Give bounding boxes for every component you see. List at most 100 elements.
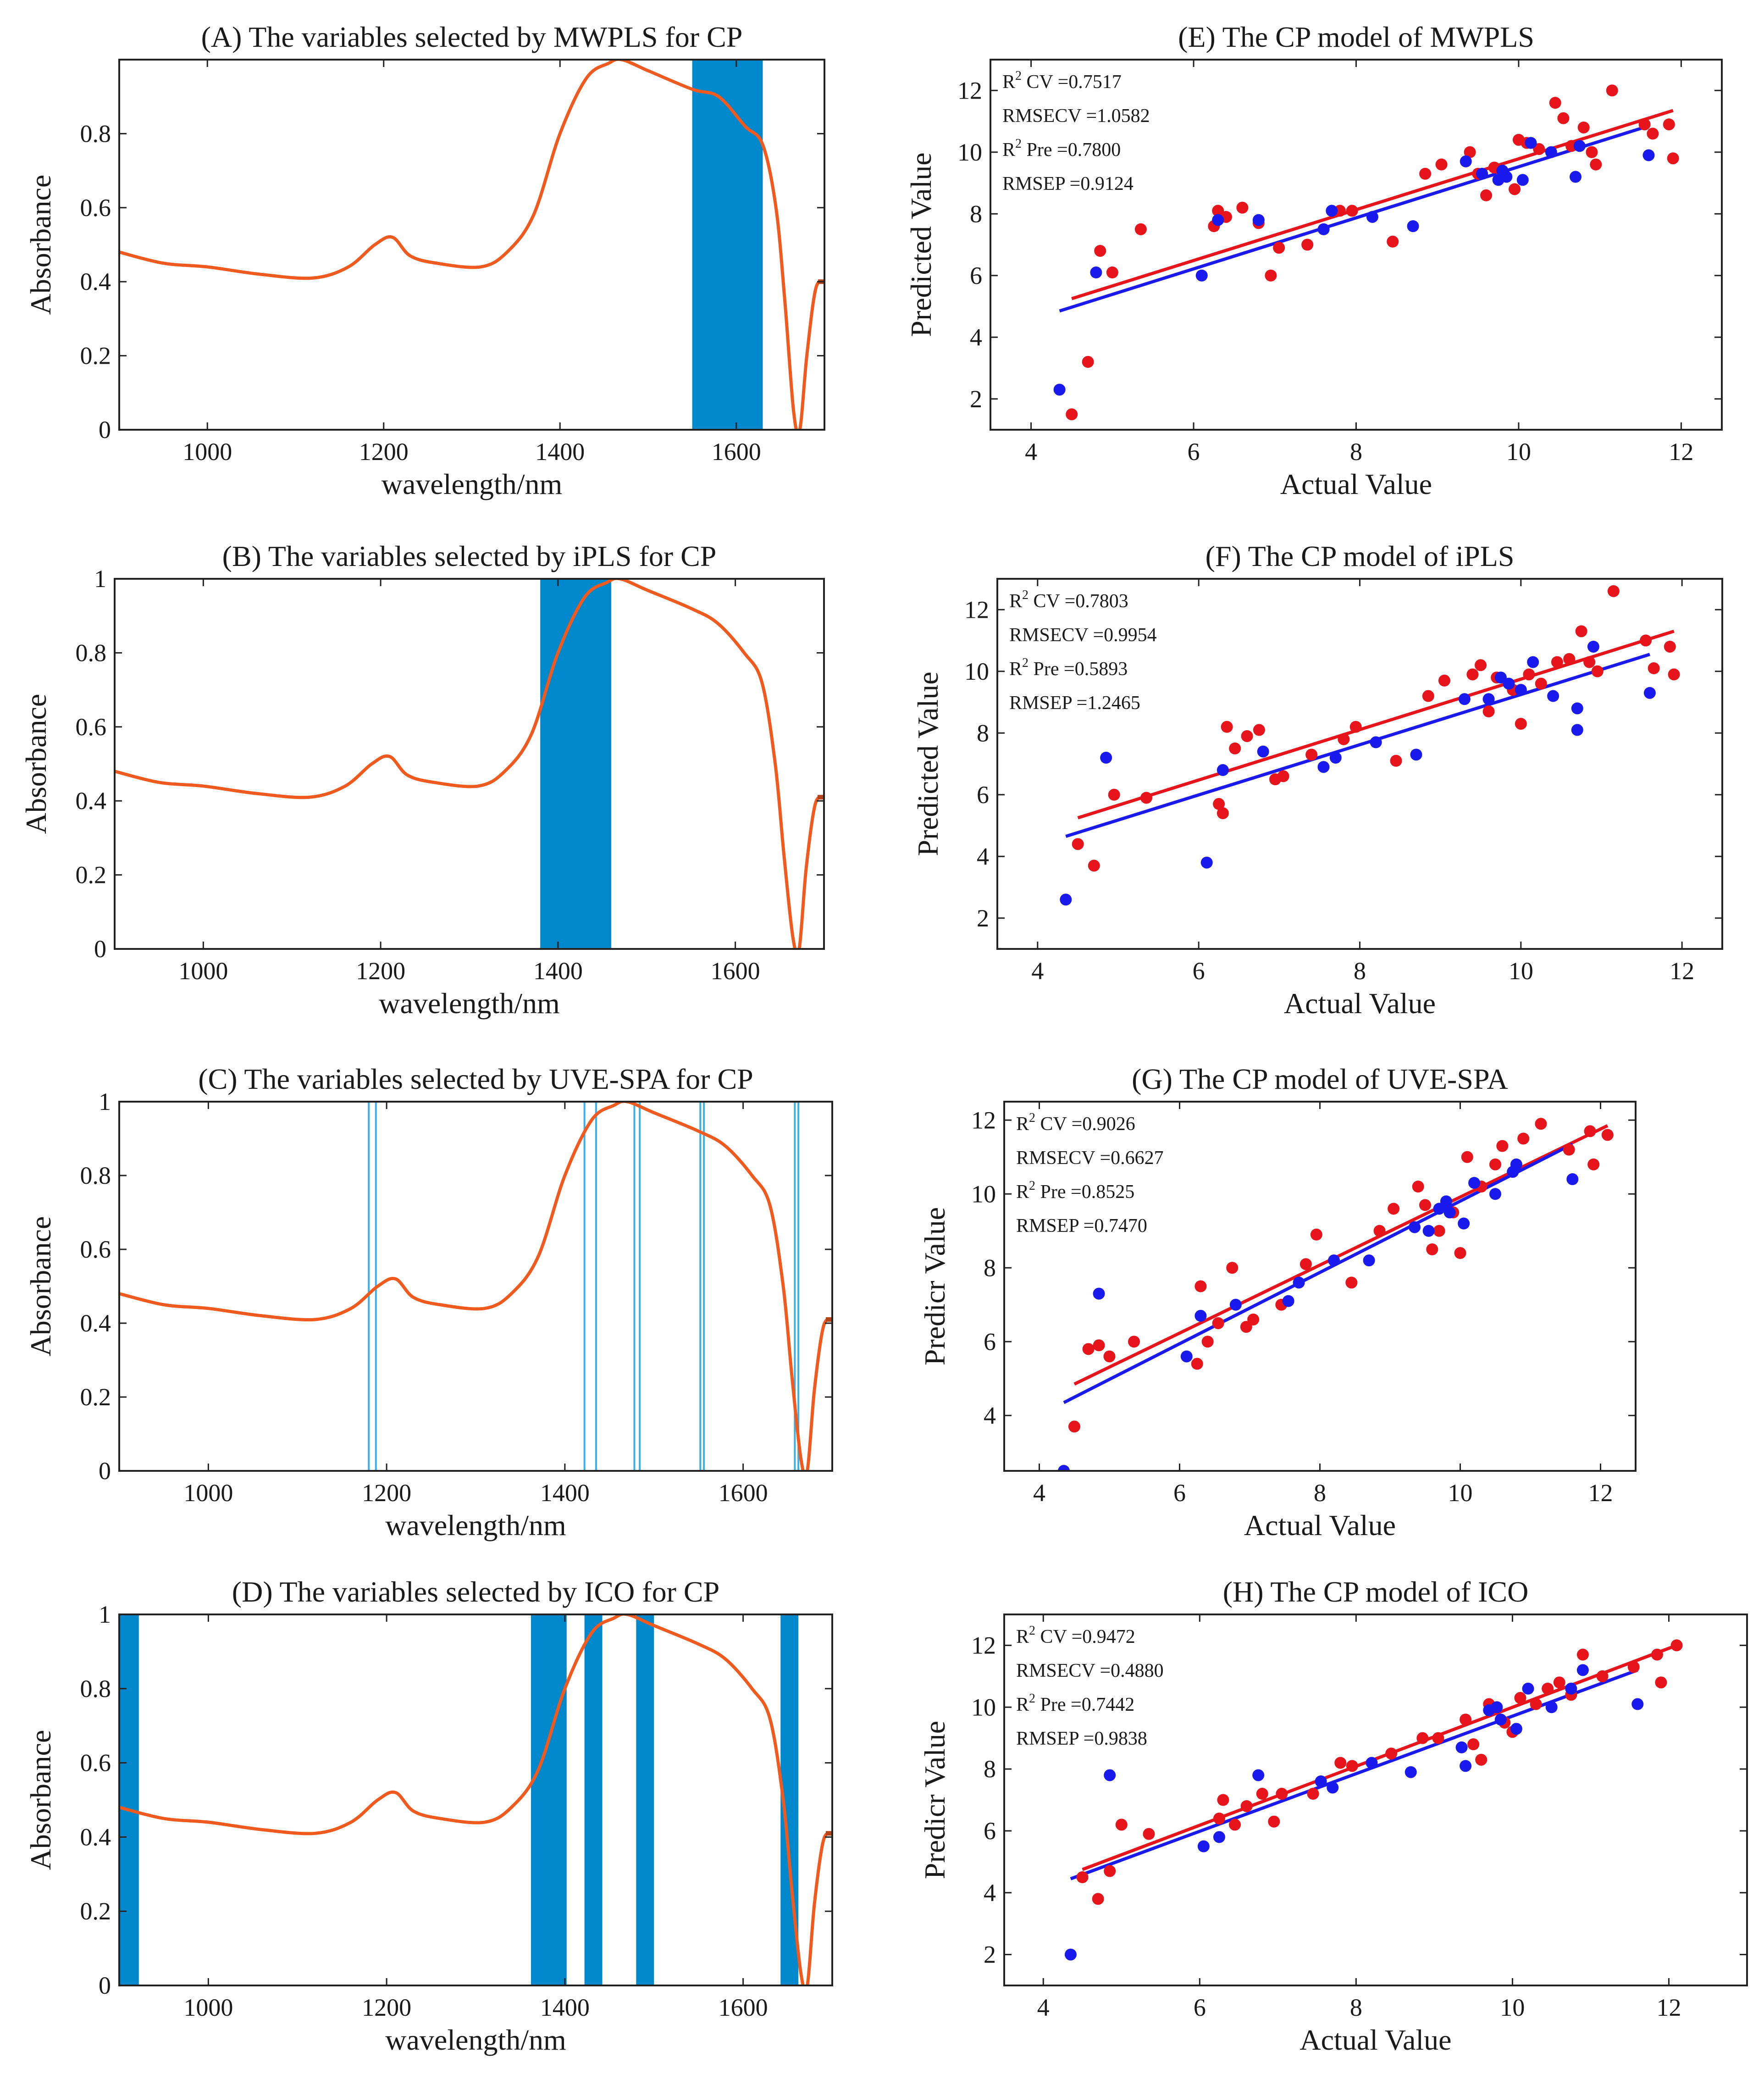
x-axis-label: wavelength/nm xyxy=(385,2024,566,2056)
x-tick-label: 1400 xyxy=(540,1479,590,1507)
calibration-point xyxy=(1334,1757,1347,1769)
y-tick-label: 0.4 xyxy=(80,1309,111,1337)
calibration-point xyxy=(1601,1129,1614,1141)
calibration-point xyxy=(1433,1225,1445,1237)
y-tick-label: 6 xyxy=(984,1328,996,1355)
prediction-point xyxy=(1180,1350,1193,1363)
prediction-point xyxy=(1317,761,1330,773)
stat-symbol: R xyxy=(1002,139,1015,161)
calibration-point xyxy=(1454,1247,1466,1259)
y-tick-label: 6 xyxy=(970,262,982,289)
prediction-point xyxy=(1500,171,1513,183)
x-axis-label: Actual Value xyxy=(1280,468,1432,500)
prediction-point xyxy=(1213,1831,1225,1843)
y-tick-label: 10 xyxy=(971,1693,996,1721)
calibration-point xyxy=(1213,798,1225,810)
x-tick-label: 1400 xyxy=(535,438,585,466)
calibration-point xyxy=(1299,1258,1312,1270)
calibration-point xyxy=(1638,118,1651,131)
plot-area xyxy=(1060,585,1680,906)
prediction-point xyxy=(1064,1948,1077,1961)
calibration-point xyxy=(1277,770,1289,782)
x-tick-label: 6 xyxy=(1173,1479,1186,1507)
prediction-point xyxy=(1090,266,1102,279)
prediction-point xyxy=(1326,205,1338,217)
prediction-point xyxy=(1510,1158,1522,1170)
calibration-point xyxy=(1647,128,1659,140)
prediction-point xyxy=(1195,269,1208,282)
y-axis-label: Absorbance xyxy=(20,694,52,834)
model-stat-line: RMSEP =0.7470 xyxy=(1016,1215,1147,1237)
calibration-point xyxy=(1607,585,1620,597)
x-tick-label: 1200 xyxy=(359,438,409,466)
calibration-point xyxy=(1530,1698,1542,1710)
y-tick-label: 0.2 xyxy=(80,1897,111,1925)
prediction-point xyxy=(1571,724,1583,736)
panel-title: (F) The CP model of iPLS xyxy=(1205,540,1515,572)
prediction-point xyxy=(1327,1781,1339,1794)
x-tick-label: 1600 xyxy=(712,438,761,466)
calibration-point xyxy=(1236,201,1249,214)
calibration-point xyxy=(1076,1871,1089,1884)
y-axis-label: Absorbance xyxy=(24,175,57,315)
prediction-point xyxy=(1494,1713,1507,1726)
calibration-point xyxy=(1523,668,1535,681)
prediction-point xyxy=(1455,1741,1468,1753)
calibration-point xyxy=(1240,1800,1253,1812)
panel-title: (C) The variables selected by UVE-SPA fo… xyxy=(198,1063,753,1095)
x-tick-label: 1200 xyxy=(356,957,405,985)
y-axis-label: Predicr Value xyxy=(918,1721,951,1879)
calibration-point xyxy=(1387,235,1399,248)
x-tick-label: 8 xyxy=(1314,1479,1326,1507)
y-tick-label: 0.6 xyxy=(80,1236,111,1263)
calibration-point xyxy=(1338,733,1350,745)
x-tick-label: 10 xyxy=(1506,438,1531,466)
calibration-point xyxy=(1194,1280,1207,1292)
axes-frame xyxy=(118,1101,833,1472)
plot-area xyxy=(119,1614,832,1985)
prediction-fit-line xyxy=(1070,1669,1638,1880)
calibration-point xyxy=(1072,838,1084,850)
model-stat-line: R2 CV =0.9472 xyxy=(1016,1624,1135,1647)
x-tick-label: 1600 xyxy=(711,957,760,985)
prediction-point xyxy=(1257,745,1269,758)
stat-value: CV =0.9472 xyxy=(1035,1626,1135,1647)
calibration-point xyxy=(1108,788,1120,801)
panel-title: (E) The CP model of MWPLS xyxy=(1178,21,1534,53)
calibration-point xyxy=(1345,1276,1358,1289)
selected-band xyxy=(692,60,763,430)
calibration-point xyxy=(1388,1203,1400,1215)
selected-band xyxy=(584,1614,603,1985)
prediction-point xyxy=(1516,174,1529,186)
y-tick-label: 8 xyxy=(977,719,989,747)
calibration-point xyxy=(1103,1350,1116,1363)
stat-symbol: R xyxy=(1016,1114,1029,1135)
calibration-point xyxy=(1106,266,1118,279)
axes-frame xyxy=(118,1614,833,1986)
stat-value: Pre =0.8525 xyxy=(1035,1181,1134,1203)
prediction-point xyxy=(1433,1203,1445,1215)
calibration-point xyxy=(1092,1893,1104,1905)
calibration-point xyxy=(1596,1670,1609,1682)
x-tick-label: 10 xyxy=(1500,1994,1525,2021)
x-tick-label: 4 xyxy=(1037,1994,1050,2021)
prediction-point xyxy=(1510,1723,1522,1735)
y-tick-label: 0.6 xyxy=(76,713,107,741)
prediction-fit-line xyxy=(1065,653,1650,838)
prediction-point xyxy=(1643,687,1656,699)
calibration-point xyxy=(1115,1819,1128,1831)
panel-title: (B) The variables selected by iPLS for C… xyxy=(222,540,717,572)
model-stat-line: R2 CV =0.7803 xyxy=(1009,588,1128,612)
prediction-point xyxy=(1570,171,1582,183)
calibration-point xyxy=(1256,1788,1268,1800)
y-tick-label: 0 xyxy=(99,1972,111,1999)
calibration-point xyxy=(1349,721,1362,733)
calibration-point xyxy=(1068,1420,1080,1433)
calibration-point xyxy=(1464,146,1476,158)
calibration-point xyxy=(1438,674,1450,687)
spectrum-curve xyxy=(119,1614,832,1985)
prediction-point xyxy=(1468,1177,1481,1189)
calibration-fit-line xyxy=(1082,1644,1677,1871)
y-tick-label: 12 xyxy=(957,77,982,104)
